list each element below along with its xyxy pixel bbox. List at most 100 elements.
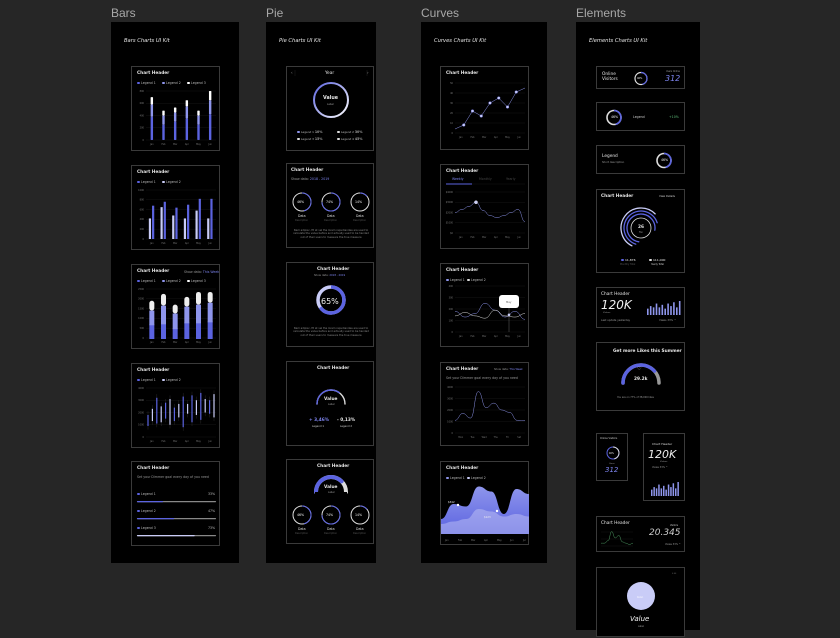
candle bbox=[165, 402, 167, 419]
legend-1: Legend 1 bbox=[446, 278, 465, 282]
legend-desc-card[interactable]: Legend Short description 46% bbox=[596, 145, 685, 174]
kpi-unit: Visitors bbox=[660, 461, 668, 463]
online-visitors-card[interactable]: Online Visitors 46% Users Online 312 bbox=[596, 66, 685, 89]
rings-card[interactable]: Chart Header Show data: 2018 - 2019 46% … bbox=[286, 163, 374, 248]
y-tick-label: 50 bbox=[450, 82, 453, 85]
line-chart: 0 10 20 30 40 50 Jan Feb Mar Apr May Jun bbox=[450, 82, 526, 139]
value-text: Value bbox=[630, 615, 650, 623]
kpi-unit: Visitors bbox=[603, 312, 611, 314]
stat-value-1: + 3,46% bbox=[309, 418, 330, 423]
gauge-card[interactable]: Chart Header Value Label + 3,46% Legend … bbox=[286, 361, 374, 446]
grouped-bar-card[interactable]: 0 200 400 600 800 1000 Jan Feb Mar Apr May Jun Char… bbox=[131, 165, 220, 250]
point-marker bbox=[495, 509, 499, 513]
likes-gauge bbox=[621, 363, 661, 385]
x-tick-label: Jan bbox=[458, 236, 463, 239]
kpi-card[interactable]: Chart Header 120K Visitors Last update y… bbox=[596, 287, 685, 328]
radial-card[interactable]: Chart Header View Details 26 Ton 11,876 … bbox=[596, 189, 685, 273]
online-visitors-small-card[interactable]: Online Visitors 46% Users 312 bbox=[596, 433, 628, 481]
data-point bbox=[505, 105, 510, 109]
next-button[interactable]: › bbox=[367, 70, 369, 75]
highlight-point bbox=[507, 313, 511, 317]
x-tick-label: Feb bbox=[161, 143, 166, 146]
bar-segment bbox=[172, 304, 178, 314]
grouped-bar-chart: 0 200 400 600 800 1000 Jan Feb Mar Apr May Jun bbox=[138, 189, 216, 245]
candle-bar-card[interactable]: 0 1000 2000 3000 4000 Jan Feb Mar Apr May Jun Char… bbox=[131, 363, 220, 448]
donut-card[interactable]: ‹ Year › Value Label Legend 1 10% Legend… bbox=[286, 66, 374, 151]
smooth-curve-card[interactable]: 0 1000 2000 3000 4000 Mon Tue Wed Thu Fri Sat Char… bbox=[440, 362, 529, 446]
tab-monthly[interactable]: Monthly bbox=[479, 177, 492, 181]
card-title: Chart Header bbox=[446, 71, 479, 76]
pill-bar-chart: 0 500 1000 1500 2000 2500 Jan Feb Mar Apr May Jun bbox=[138, 288, 216, 344]
bar-segment bbox=[208, 100, 212, 115]
mini-bar bbox=[652, 307, 655, 315]
bar bbox=[183, 218, 187, 239]
half-gauge-card[interactable]: Chart Header Value Label 46% 74% 14% Dat… bbox=[286, 459, 374, 544]
y-tick-label: 1000 bbox=[447, 420, 453, 423]
tab-yearly[interactable]: Yearly bbox=[506, 177, 516, 181]
data-point bbox=[497, 96, 501, 100]
ring-value: 46% bbox=[611, 115, 619, 119]
likes-card[interactable]: Get more Likes this Summer ♡ 29.2k You a… bbox=[596, 342, 685, 411]
caption: Users Online bbox=[666, 70, 680, 73]
bar-segment bbox=[162, 124, 165, 140]
view-details-link[interactable]: View Details bbox=[659, 195, 675, 198]
ring-value: 46% bbox=[609, 452, 614, 455]
bar bbox=[148, 218, 152, 239]
ring-label-2: Data bbox=[327, 527, 335, 531]
show-data-filter[interactable]: Show data: 2018 - 2019 bbox=[314, 274, 346, 277]
area-chart: Jan Feb Mar Apr May Jun Jul bbox=[441, 486, 529, 542]
stacked-bar-card[interactable]: 0 200 400 600 800 Jan Feb Mar Apr May Jun Chart He… bbox=[131, 66, 220, 151]
area-card[interactable]: Jan Feb Mar Apr May Jun Jul Chart Header Legen… bbox=[440, 461, 529, 545]
tab-weekly[interactable]: Weekly bbox=[452, 177, 464, 181]
line-card[interactable]: 0 10 20 30 40 50 Jan Feb Mar Apr May Jun Chart Head… bbox=[440, 66, 529, 150]
percent-card[interactable]: Chart Header Show data: 2018 - 2019 65% … bbox=[286, 262, 374, 347]
spark-card[interactable]: Chart Header Visitors 20.345 Views 33% ⌃ bbox=[596, 516, 685, 552]
show-data-filter[interactable]: Show data: 2018 - 2019 bbox=[291, 177, 330, 181]
gauge-fill bbox=[621, 363, 657, 385]
ring-progress bbox=[292, 505, 312, 525]
ring-progress bbox=[606, 109, 622, 126]
ring-label-2: Data bbox=[327, 214, 335, 218]
ring-label-1: Data bbox=[298, 214, 306, 218]
prev-button[interactable]: ‹ bbox=[291, 70, 293, 75]
bar-segment bbox=[150, 97, 154, 105]
kpi-bars bbox=[647, 301, 681, 315]
more-menu-icon[interactable]: ••• bbox=[672, 572, 677, 575]
progress-card[interactable]: Chart Header Set your Dimmer goal every … bbox=[131, 461, 220, 546]
percent-donut bbox=[316, 285, 346, 315]
area-series bbox=[441, 509, 529, 534]
legend-2: Legend 2 bbox=[162, 180, 181, 184]
kpi-tall-card[interactable]: Chart Header 120K Visitors Views 33% ⌃ bbox=[643, 433, 685, 501]
y-tick-label: 200 bbox=[140, 228, 145, 231]
mini-bar bbox=[667, 484, 670, 496]
donut-label: Label bbox=[327, 103, 334, 106]
mini-bar bbox=[667, 303, 669, 315]
ring-progress bbox=[321, 505, 341, 525]
show-data-filter[interactable]: Show data: This Week bbox=[494, 368, 523, 371]
radial-arc bbox=[626, 213, 656, 243]
stacked-bar-chart: 0 200 400 600 800 Jan Feb Mar Apr May Jun bbox=[140, 90, 216, 146]
bar-segment bbox=[149, 310, 155, 326]
legend-ring-card[interactable]: 46% Legend +10% bbox=[596, 102, 685, 131]
mini-bar bbox=[670, 487, 672, 496]
value-label: Label bbox=[638, 625, 644, 628]
show-data-filter[interactable]: Show data: This Week bbox=[184, 270, 220, 274]
progress-value-3: 73% bbox=[208, 526, 216, 530]
mini-bar bbox=[673, 302, 675, 315]
candle bbox=[178, 403, 180, 418]
x-tick-label: Mar bbox=[471, 539, 475, 542]
gauge-value: Value bbox=[324, 485, 338, 490]
x-tick-label: Mar bbox=[482, 136, 486, 139]
card-title: Chart Header bbox=[137, 466, 170, 471]
card-title: Chart Header bbox=[317, 366, 350, 371]
tabs-curve-card[interactable]: $0 $1000 $2000 $3000 $4000 Jan Feb Mar Apr May Jun… bbox=[440, 164, 529, 249]
ring-value-1: 46% bbox=[297, 513, 305, 517]
multi-curve-card[interactable]: 0 100 200 300 400 Jan Feb Mar Apr May Jun Chart He… bbox=[440, 263, 529, 347]
value-card[interactable]: ••• Icon Value Label bbox=[596, 567, 685, 637]
pill-bar-card[interactable]: 0 500 1000 1500 2000 2500 Jan Feb Mar Apr May Jun C… bbox=[131, 264, 220, 349]
y-tick-label: 2000 bbox=[138, 298, 144, 301]
mini-bar bbox=[678, 301, 681, 315]
x-tick-label: Sat bbox=[517, 436, 521, 439]
y-tick-label: $1000 bbox=[446, 222, 454, 225]
x-tick-label: Feb bbox=[161, 440, 166, 443]
